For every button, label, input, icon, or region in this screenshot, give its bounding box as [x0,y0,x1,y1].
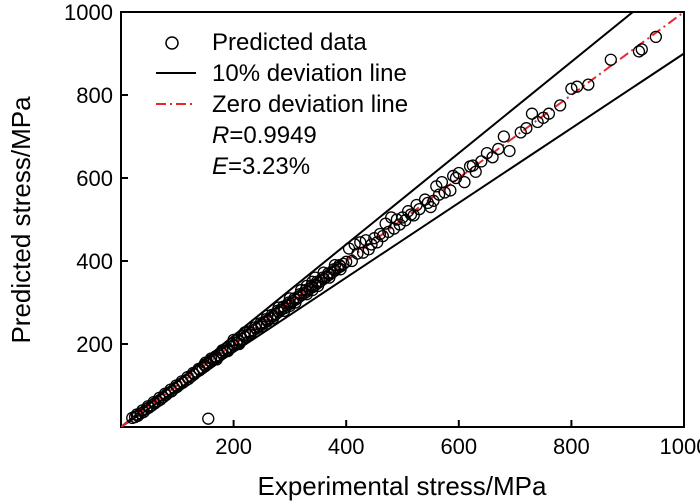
data-point [351,247,364,260]
x-axis-title: Experimental stress/MPa [258,471,548,501]
data-point [306,283,319,297]
data-point [632,45,646,58]
data-point [497,130,510,143]
data-point [348,238,361,251]
data-point [565,82,578,95]
data-point [373,227,387,241]
data-point [261,309,274,322]
data-point [458,175,471,189]
legend-label-predicted: Predicted data [212,29,367,56]
data-point [525,107,539,120]
data-point [438,186,451,199]
x-tick-label: 400 [328,434,365,459]
data-point [475,155,488,168]
plot-frame [120,11,685,428]
legend-r-value: R=0.9949 [212,122,317,149]
data-point [334,263,347,276]
y-tick-label: 600 [76,166,113,191]
y-tick-label: 200 [76,332,113,357]
data-point [238,326,252,339]
y-tick-label: 1000 [64,0,113,25]
legend-marker-predicted [165,36,179,50]
data-point [486,151,499,164]
data-point [649,30,662,44]
data-point [283,299,297,312]
y-tick-label: 800 [76,83,113,108]
x-tick-label: 200 [215,434,252,459]
data-point [233,337,246,351]
data-point [221,344,235,358]
data-point [216,344,229,357]
x-tick-label: 800 [553,434,590,459]
data-point [204,352,218,365]
x-tick-label: 1000 [660,434,700,459]
data-point [210,353,223,366]
legend-label-zero: Zero deviation line [212,91,408,118]
data-point [424,200,437,214]
data-point [323,271,336,284]
data-point [244,328,257,342]
data-point [553,99,567,112]
data-point [249,317,263,331]
legend-e-value: E=3.23% [212,153,310,180]
data-point [520,122,533,135]
data-point [202,412,215,425]
axis-ticks: 200 400 600 800 1000 200 400 600 800 1000 [64,0,700,459]
data-point [447,169,460,183]
data-point [542,107,556,120]
x-tick-label: 600 [440,434,477,459]
data-point [444,184,457,197]
data-point [432,188,446,201]
legend: Predicted data 10% deviation line Zero d… [156,29,408,180]
data-point [452,166,465,180]
data-point [635,43,648,56]
data-point [261,315,274,328]
y-axis-title: Predicted stress/MPa [6,96,36,344]
data-point [469,165,482,178]
data-point [604,53,617,66]
data-points [126,30,662,425]
data-point [582,78,595,91]
legend-label-deviation: 10% deviation line [212,60,407,87]
data-point [365,238,378,251]
data-point [309,271,322,284]
data-point [266,312,280,325]
data-point [503,144,516,158]
y-tick-label: 400 [76,249,113,274]
